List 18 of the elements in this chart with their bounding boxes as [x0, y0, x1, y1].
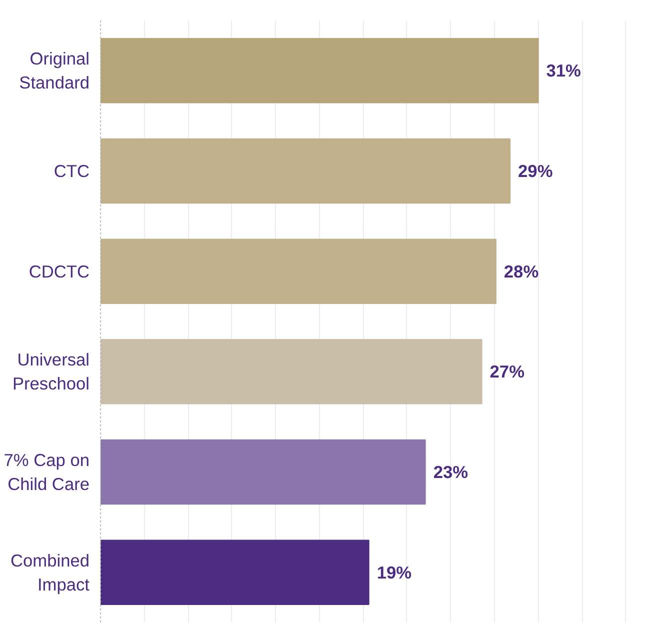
- bar: [100, 138, 511, 204]
- data-label: 31%: [546, 60, 581, 81]
- y-tick-label: Original Standard: [19, 48, 90, 93]
- data-label: 27%: [490, 362, 524, 382]
- data-label: 19%: [376, 562, 412, 582]
- bar: [100, 439, 426, 505]
- y-tick-label: Universal Preschool: [12, 350, 90, 394]
- bar: [100, 339, 482, 404]
- y-tick-label: CTC: [54, 161, 90, 181]
- data-label: 29%: [518, 161, 553, 181]
- y-tick-label: 7% Cap on Child Care: [4, 450, 90, 494]
- y-tick-label: Combined Impact: [10, 550, 90, 594]
- bar: [100, 540, 370, 605]
- bar: [100, 238, 496, 304]
- bar: [100, 38, 539, 104]
- data-label: 23%: [433, 462, 468, 482]
- y-tick-label: CDCTC: [28, 261, 90, 282]
- data-label: 28%: [504, 261, 539, 282]
